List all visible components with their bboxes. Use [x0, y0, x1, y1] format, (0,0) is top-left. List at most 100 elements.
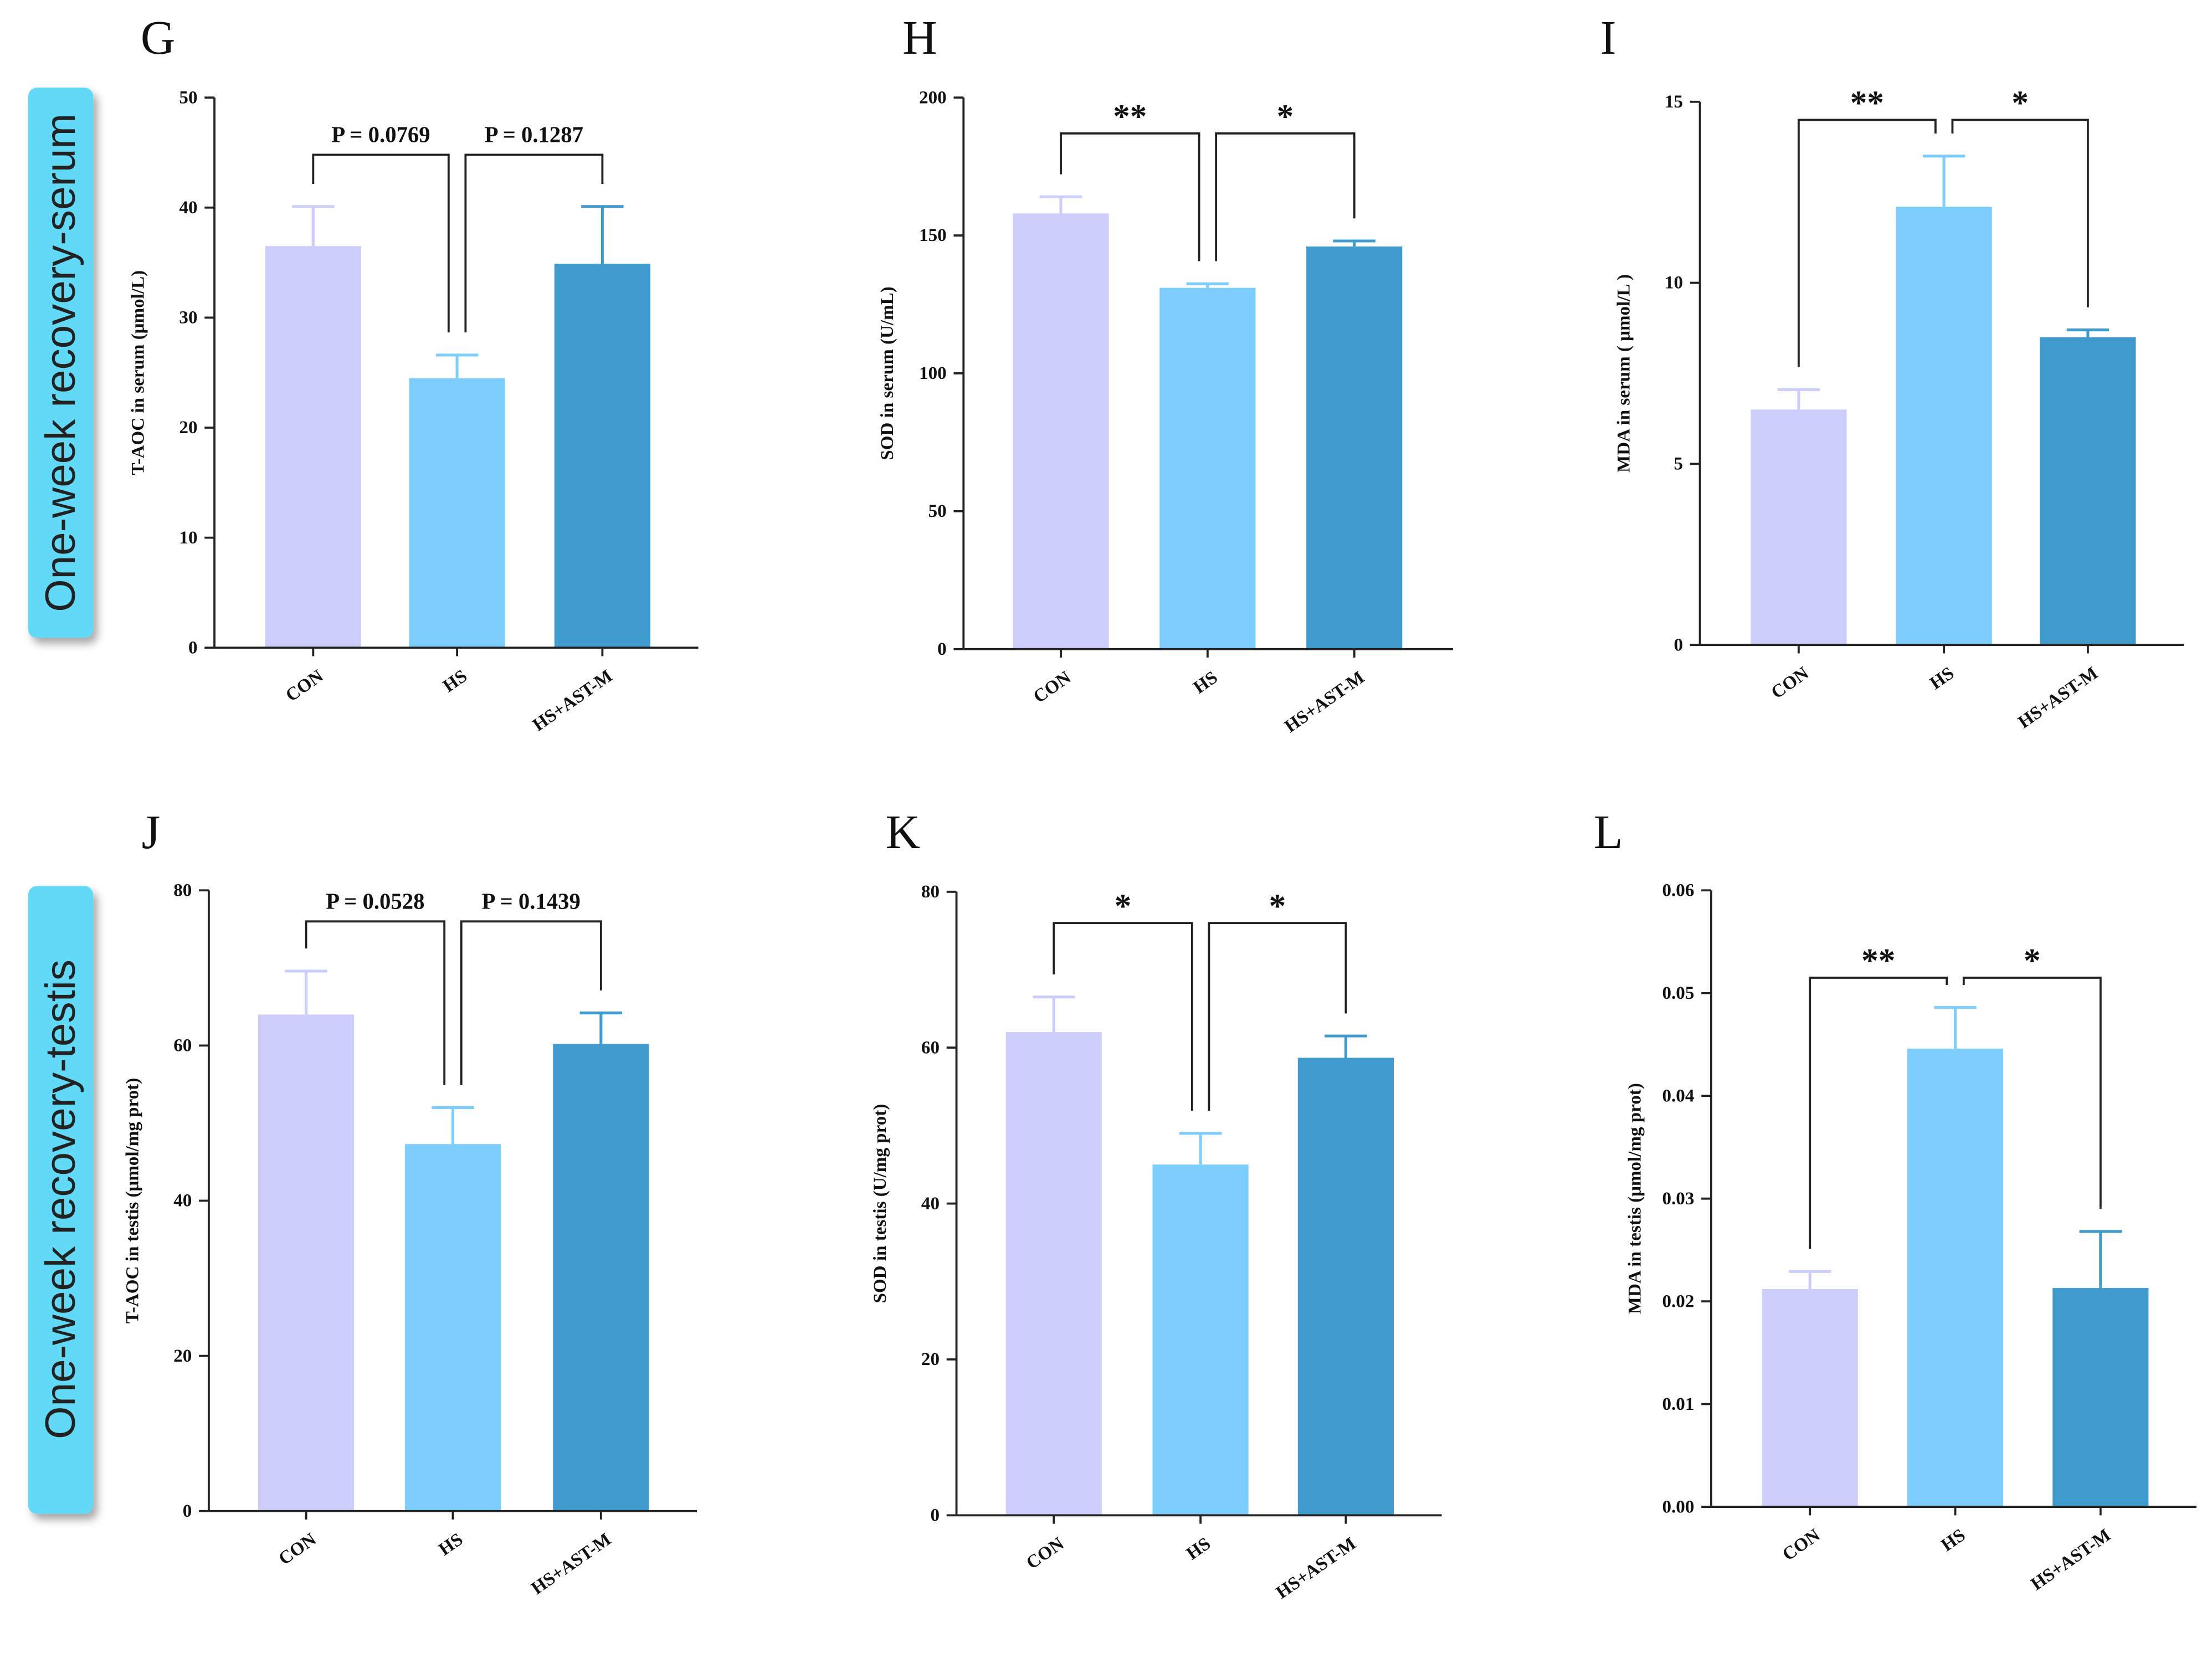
x-tick-label: CON	[275, 1529, 320, 1569]
bar-HS+AST-M	[1297, 1058, 1394, 1516]
bar-CON	[258, 1014, 355, 1511]
y-tick-label: 0.02	[1662, 1291, 1694, 1311]
bar-HS	[1159, 288, 1256, 649]
bar-HS+AST-M	[2052, 1288, 2149, 1507]
significance-bracket	[312, 153, 450, 333]
panel-I: I CON HS HS+AST-M 0 5 10 15 MDA in serum ( μmol/…	[1600, 11, 2184, 732]
y-tick-label: 80	[921, 882, 940, 902]
significance-label: P = 0.0528	[326, 889, 424, 913]
bar-CON	[1762, 1289, 1858, 1507]
y-tick-label: 20	[921, 1349, 940, 1369]
row-label-serum: One-week recovery-serum	[28, 88, 94, 638]
significance-label: *	[2011, 85, 2029, 122]
significance-label: P = 0.1439	[482, 889, 581, 913]
y-tick-label: 30	[179, 308, 197, 328]
y-tick-label: 100	[919, 363, 947, 383]
panel-K: K CON HS HS+AST-M 0 20 40 60 80 SOD in testis (U/…	[870, 805, 1442, 1603]
y-tick-label: 15	[1665, 92, 1683, 112]
x-tick-label: CON	[282, 666, 327, 706]
y-tick-label: 80	[173, 880, 192, 900]
significance-label: **	[1850, 85, 1884, 122]
y-tick-label: 50	[179, 88, 197, 107]
significance-label: *	[1277, 99, 1294, 136]
bar-HS+AST-M	[1306, 246, 1403, 649]
y-tick-label: 0	[930, 1506, 940, 1526]
x-tick-label: HS	[1183, 1533, 1214, 1564]
y-tick-label: 0.06	[1662, 880, 1694, 900]
significance-bracket	[1060, 132, 1200, 261]
bar-CON	[1005, 1032, 1102, 1516]
bar-HS	[1152, 1164, 1249, 1516]
row-label-testis: One-week recovery-testis	[28, 886, 94, 1514]
x-tick-label: HS+AST-M	[1281, 668, 1368, 737]
panel-letter: H	[902, 11, 937, 64]
y-tick-label: 60	[921, 1038, 940, 1058]
y-tick-label: 0	[188, 638, 198, 658]
row-label-testis-text: One-week recovery-testis	[37, 959, 84, 1439]
panel-letter: J	[142, 805, 161, 859]
significance-bracket	[464, 153, 604, 333]
significance-label: *	[1269, 888, 1286, 925]
y-tick-label: 0.04	[1662, 1086, 1694, 1106]
bar-CON	[1013, 213, 1109, 649]
y-tick-label: 0	[183, 1501, 192, 1521]
significance-bracket	[305, 920, 446, 1085]
significance-label: *	[2024, 943, 2041, 980]
y-tick-label: 200	[919, 88, 947, 107]
significance-label: P = 0.0769	[331, 122, 430, 147]
panel-H: H CON HS HS+AST-M 0 50 100 150 200 SOD in serum (…	[877, 11, 1453, 737]
significance-label: P = 0.1287	[485, 122, 583, 147]
significance-label: **	[1861, 943, 1895, 980]
significance-label: *	[1115, 888, 1132, 925]
y-axis-label: T-AOC in serum (μmol/L)	[129, 270, 148, 475]
x-tick-label: HS+AST-M	[528, 1529, 615, 1599]
bar-HS	[404, 1144, 501, 1511]
bar-HS	[409, 378, 505, 648]
bar-CON	[1751, 409, 1847, 645]
y-tick-label: 150	[919, 225, 947, 245]
significance-bracket	[1053, 922, 1193, 1111]
bar-HS+AST-M	[2040, 337, 2136, 645]
significance-bracket	[1962, 977, 2102, 1209]
x-tick-label: CON	[1023, 1533, 1067, 1573]
significance-bracket	[1208, 922, 1347, 1111]
y-axis-label: MDA in testis (μmol/mg prot)	[1625, 1083, 1645, 1314]
bar-HS	[1907, 1048, 2004, 1507]
y-tick-label: 40	[179, 198, 197, 218]
significance-bracket	[1809, 977, 1948, 1249]
row-label-serum-text: One-week recovery-serum	[37, 114, 84, 612]
y-tick-label: 20	[179, 418, 197, 438]
y-tick-label: 0.05	[1662, 983, 1694, 1003]
significance-bracket	[1951, 119, 2089, 307]
y-axis-label: SOD in serum (U/mL)	[877, 286, 897, 460]
panel-letter: K	[886, 805, 921, 859]
y-tick-label: 0.03	[1662, 1189, 1694, 1209]
y-tick-label: 50	[928, 501, 947, 521]
significance-bracket	[1215, 132, 1356, 261]
y-tick-label: 0.01	[1662, 1394, 1694, 1414]
x-tick-label: HS	[1938, 1525, 1969, 1556]
x-tick-label: CON	[1030, 668, 1075, 707]
panel-J: J CON HS HS+AST-M 0 20 40 60 80 T-AOC in testis (…	[123, 805, 697, 1599]
significance-bracket	[1797, 119, 1937, 367]
x-tick-label: CON	[1779, 1525, 1824, 1565]
x-tick-label: HS	[1926, 663, 1958, 694]
y-axis-label: T-AOC in testis (μmol/mg prot)	[123, 1078, 143, 1323]
x-tick-label: HS+AST-M	[2015, 663, 2102, 732]
x-tick-label: HS	[1190, 668, 1222, 698]
x-tick-label: HS	[435, 1529, 467, 1560]
bar-CON	[265, 246, 361, 648]
y-tick-label: 0.00	[1662, 1497, 1694, 1517]
panel-letter: L	[1594, 805, 1623, 859]
y-tick-label: 10	[1665, 273, 1683, 293]
panel-L: L CON HS HS+AST-M 0.00 0.01 0.02 0.03 0.04 0.05 0.…	[1594, 805, 2196, 1594]
y-axis-label: SOD in testis (U/mg prot)	[870, 1104, 890, 1303]
x-tick-label: HS+AST-M	[1272, 1533, 1359, 1603]
y-tick-label: 60	[173, 1036, 192, 1056]
y-axis-label: MDA in serum ( μmol/L )	[1614, 274, 1634, 473]
y-tick-label: 20	[173, 1346, 192, 1366]
x-tick-label: HS	[439, 666, 471, 696]
panel-letter: G	[141, 11, 176, 64]
significance-label: **	[1113, 99, 1147, 136]
